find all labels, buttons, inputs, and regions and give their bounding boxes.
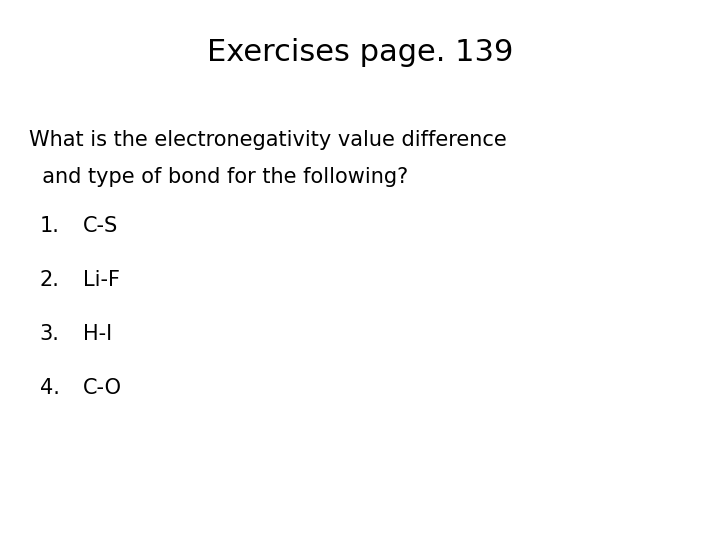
Text: C-O: C-O	[83, 378, 122, 398]
Text: H-I: H-I	[83, 324, 112, 344]
Text: 3.: 3.	[40, 324, 60, 344]
Text: C-S: C-S	[83, 216, 118, 236]
Text: Exercises page. 139: Exercises page. 139	[207, 38, 513, 67]
Text: 2.: 2.	[40, 270, 60, 290]
Text: Li-F: Li-F	[83, 270, 120, 290]
Text: 4.: 4.	[40, 378, 60, 398]
Text: What is the electronegativity value difference: What is the electronegativity value diff…	[29, 130, 507, 150]
Text: and type of bond for the following?: and type of bond for the following?	[29, 167, 408, 187]
Text: 1.: 1.	[40, 216, 60, 236]
